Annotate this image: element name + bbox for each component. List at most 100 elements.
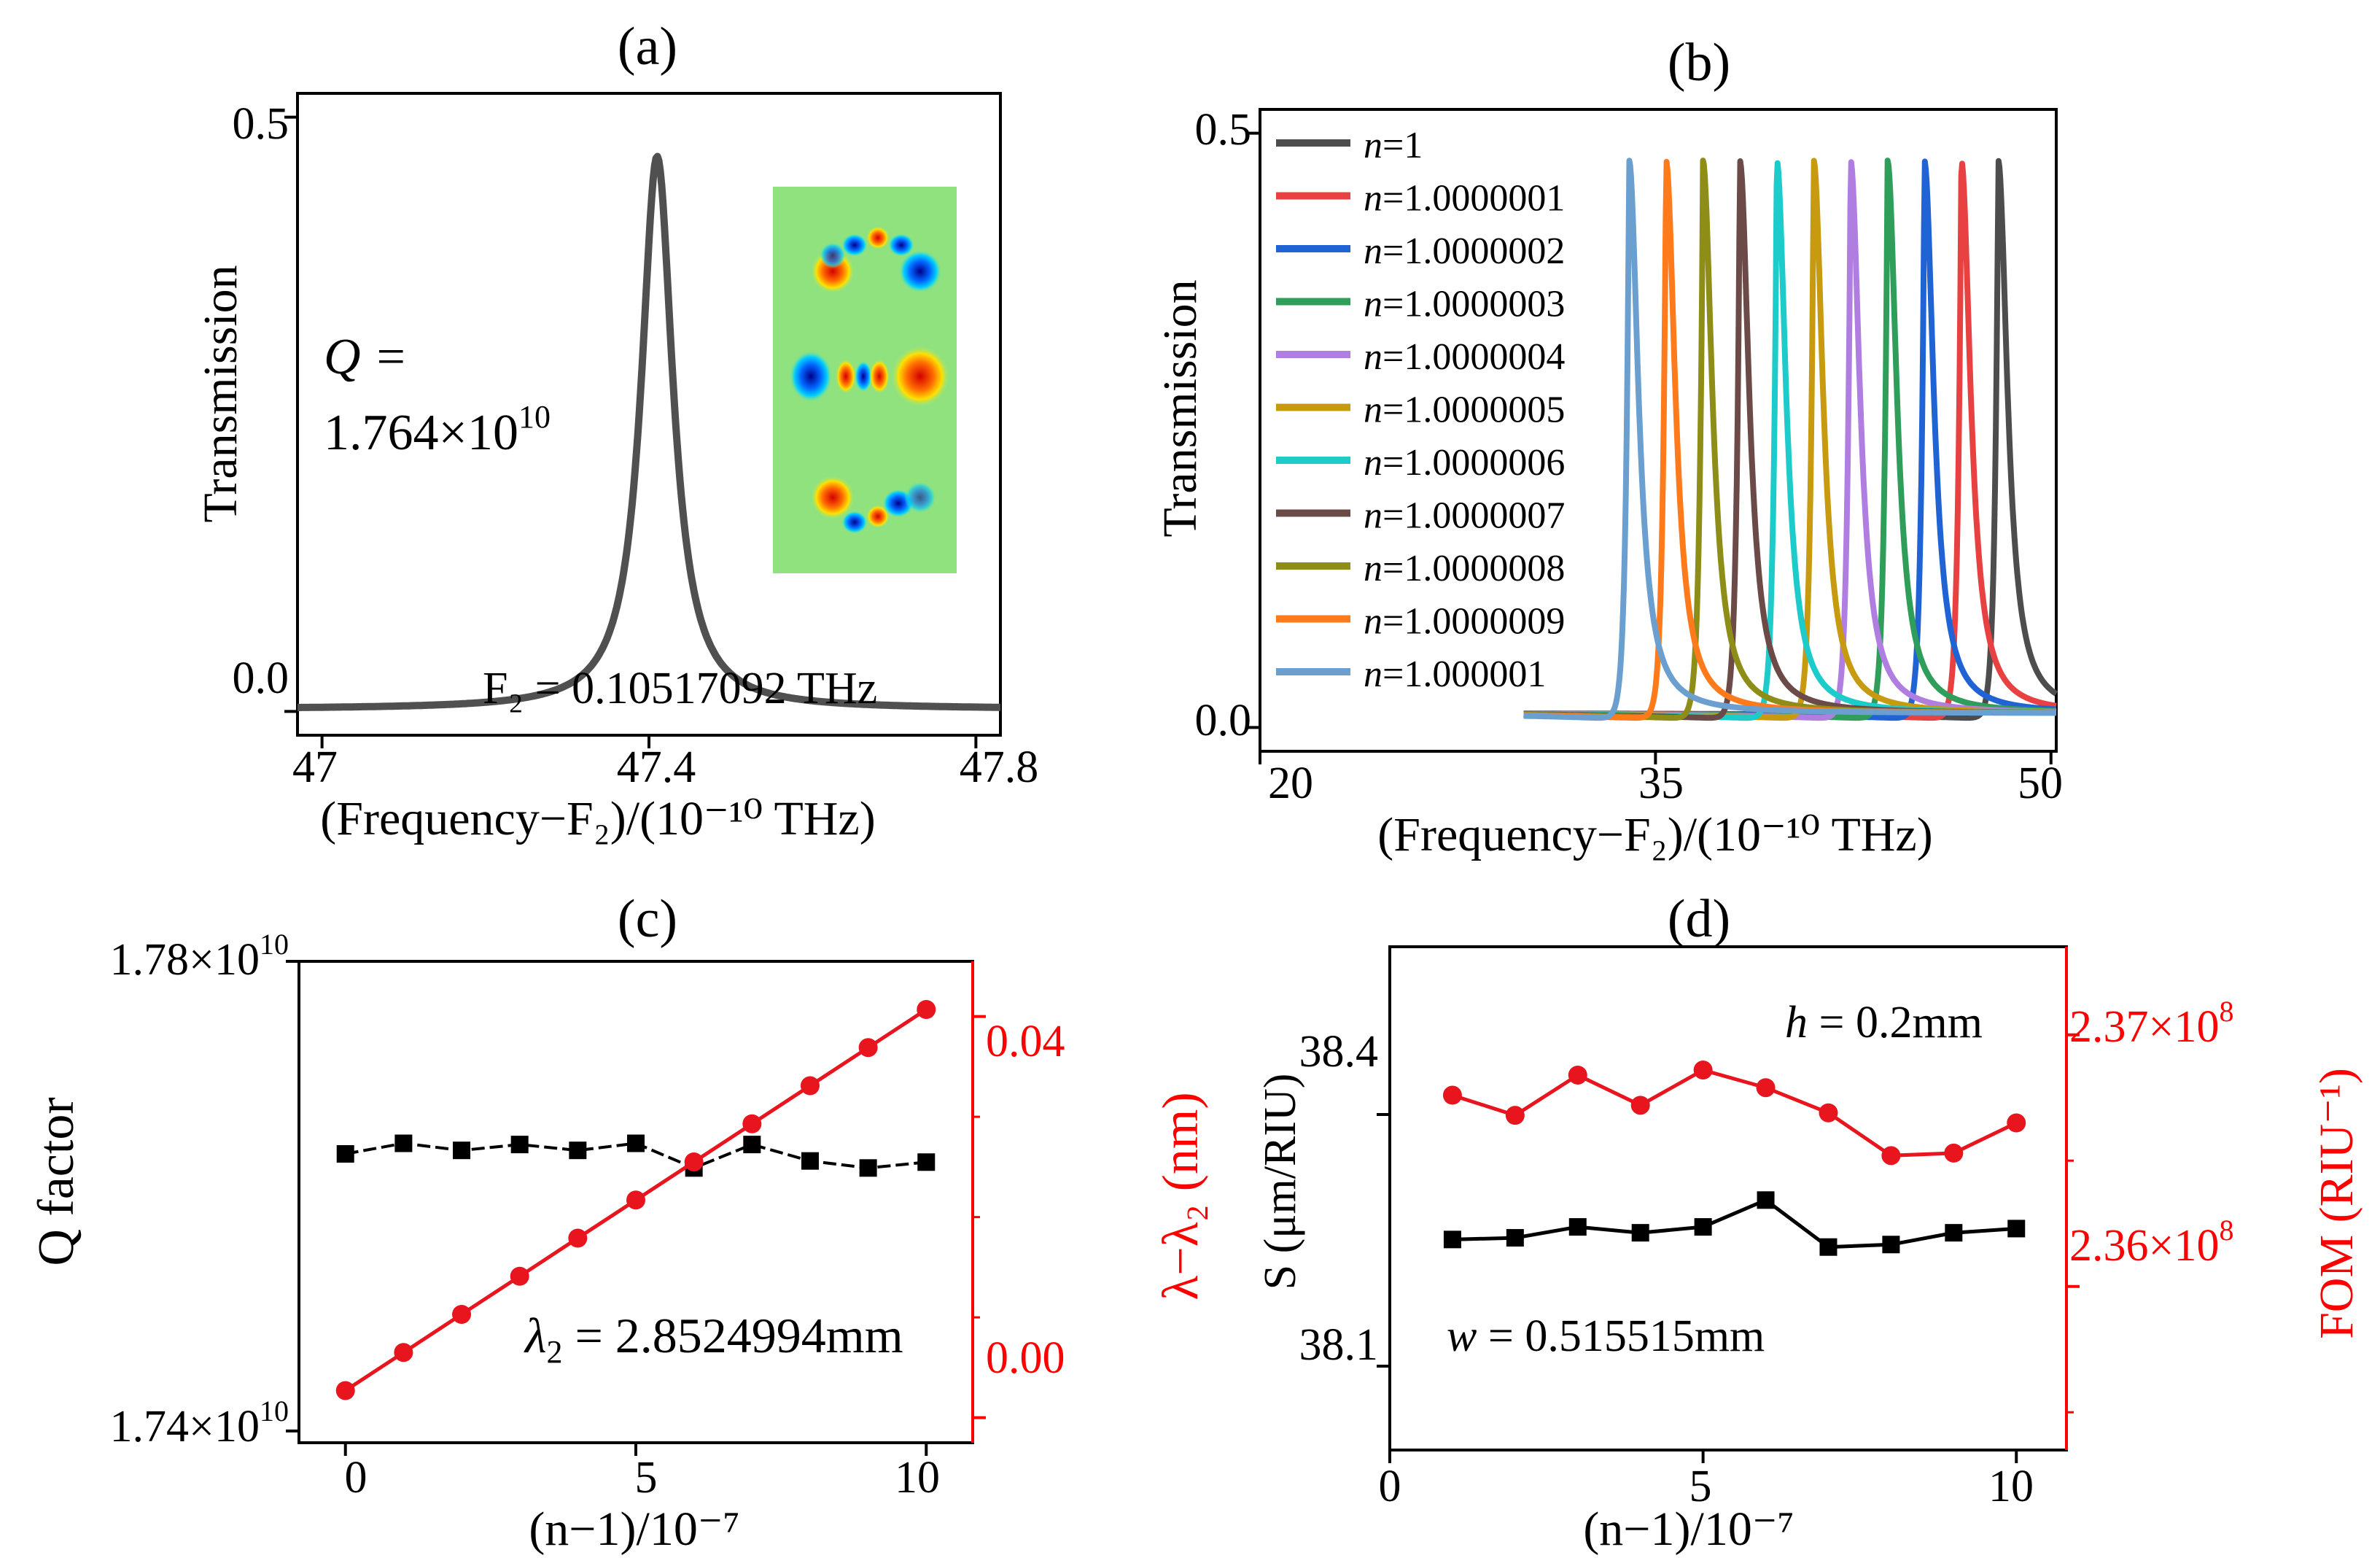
panel-d-point-fom — [1819, 1103, 1838, 1123]
panel-d-left-y-axis-label: S (μm/RIU) — [1256, 1074, 1305, 1290]
panel-b-legend-label: n=1.0000009 — [1364, 601, 1565, 643]
panel-a-ytick-label: 0.0 — [233, 654, 289, 703]
panel-b-frame — [1259, 108, 2058, 753]
panel-b-legend-label: n=1.0000001 — [1364, 178, 1565, 220]
panel-d-point-fom — [2007, 1113, 2026, 1133]
panel-c-point-lambda — [626, 1190, 645, 1210]
panel-c-point-q — [394, 1134, 413, 1152]
panel-b-ytick-label: 0.0 — [1195, 696, 1252, 745]
panel-b-series-line — [1521, 160, 2058, 721]
panel-d-point-fom — [1630, 1096, 1650, 1115]
panel-d-series-line — [1452, 1068, 2018, 1158]
panel-c-point-q — [859, 1159, 877, 1177]
panel-a-ticks — [284, 115, 978, 748]
panel-d-xtick-label: 10 — [1988, 1462, 2034, 1511]
panel-c-point-lambda — [452, 1305, 472, 1324]
panel-c-series-group — [335, 1000, 936, 1400]
panel-c-xtick-label: 10 — [895, 1453, 940, 1503]
panel-d-point-s — [1443, 1230, 1461, 1249]
panel-d-right-ytick-label: 2.36×108 — [2069, 1214, 2233, 1271]
panel-b-series-group — [1521, 158, 2058, 721]
panel-d-point-s — [2007, 1220, 2026, 1238]
panel-b-ticks — [1247, 131, 2053, 764]
panel-d-label: (d) — [1668, 889, 1730, 949]
panel-b-y-axis-label: Transmission — [1154, 279, 1207, 537]
panel-b-legend-label: n=1.0000005 — [1364, 389, 1565, 431]
panel-b-legend-label: n=1.0000006 — [1364, 442, 1565, 484]
panel-a-q-exponent: 10 — [518, 399, 551, 435]
panel-c-point-lambda — [684, 1152, 704, 1171]
panel-c-lambda-annotation: λ2 = 2.8524994mm — [524, 1308, 903, 1370]
panel-c-x-axis-label: (n−1)/10⁻⁷ — [529, 1503, 739, 1556]
panel-a-field-inset — [773, 187, 957, 573]
panel-a: (a) 47 47.4 47.8 0.0 0.5 (Frequency−F₂)/… — [194, 17, 1038, 845]
panel-c-point-q — [627, 1134, 645, 1152]
panel-c-right-ytick-label: 0.00 — [986, 1333, 1065, 1383]
panel-b-legend-label: n=1 — [1364, 125, 1423, 166]
panel-b-legend-label: n=1.0000004 — [1364, 336, 1565, 378]
panel-d-point-s — [1694, 1218, 1712, 1236]
panel-d-xtick-label: 0 — [1379, 1462, 1401, 1511]
panel-d-point-fom — [1944, 1143, 1964, 1163]
panel-c-ticks — [286, 960, 986, 1456]
panel-d-point-fom — [1442, 1085, 1462, 1105]
panel-d-x-axis-label: (n−1)/10⁻⁷ — [1583, 1503, 1794, 1556]
panel-d-point-s — [1631, 1224, 1649, 1242]
panel-b-x-axis-label: (Frequency−F₂)/(10⁻¹⁰ THz) — [1377, 808, 1932, 861]
panel-c-right-y-axis-label: λ−λ₂ (nm) — [1153, 1092, 1209, 1300]
panel-a-ytick-label: 0.5 — [233, 99, 289, 149]
panel-d-ticks — [1377, 1033, 2080, 1463]
panel-c-point-q — [743, 1136, 761, 1154]
panel-d-series-line — [1452, 1198, 2017, 1249]
panel-d-point-fom — [1693, 1061, 1713, 1080]
panel-d-point-fom — [1881, 1146, 1901, 1166]
panel-d-point-s — [1945, 1224, 1963, 1242]
panel-d-xtick-label: 5 — [1689, 1462, 1712, 1511]
panel-b-xtick-label: 50 — [2018, 759, 2063, 808]
panel-c-left-y-axis-label: Q factor — [28, 1097, 85, 1265]
panel-b-label: (b) — [1668, 33, 1730, 93]
panel-c-point-q — [569, 1141, 587, 1160]
panel-a-xtick-label: 47 — [292, 743, 338, 792]
panel-a-q-value: 1.764×1010 — [324, 399, 551, 461]
panel-c-point-lambda — [742, 1114, 762, 1133]
panel-d: (d) 0 5 10 38.1 38.4 2.36×108 2.37×108 (… — [1256, 889, 2363, 1556]
panel-d-right-y-axis-label: FOM (RIU⁻¹) — [2310, 1068, 2363, 1339]
panel-a-q-mantissa: 1.764×10 — [324, 405, 518, 461]
panel-d-point-s — [1757, 1191, 1775, 1209]
panel-c-point-lambda — [568, 1228, 588, 1248]
panel-c-point-lambda — [917, 1000, 936, 1019]
panel-c-point-lambda — [510, 1266, 529, 1286]
panel-b-ytick-label: 0.5 — [1195, 105, 1252, 155]
panel-a-x-axis-label: (Frequency−F₂)/(10⁻¹⁰ THz) — [320, 792, 875, 845]
panel-c-left-ytick-label: 1.78×1010 — [110, 928, 289, 985]
panel-b-legend-label: n=1.0000008 — [1364, 548, 1565, 589]
panel-d-w-annotation: w = 0.515515mm — [1447, 1311, 1765, 1361]
panel-b-legend-label: n=1.0000007 — [1364, 495, 1565, 537]
panel-c-point-q — [453, 1141, 471, 1160]
panel-c-xtick-label: 0 — [345, 1453, 368, 1503]
panel-c-point-lambda — [394, 1343, 413, 1363]
panel-d-point-fom — [1505, 1106, 1525, 1125]
panel-d-point-s — [1819, 1238, 1838, 1256]
panel-c-point-q — [801, 1152, 819, 1170]
panel-a-xtick-label: 47.4 — [617, 743, 696, 792]
panel-d-point-fom — [1568, 1065, 1587, 1085]
panel-b-legend-label: n=1.000001 — [1364, 654, 1546, 695]
panel-b: (b) 20 35 50 0.0 0.5 (Frequency−F₂)/(10⁻… — [1154, 33, 2063, 861]
panel-c-label: (c) — [618, 889, 677, 949]
panel-d-point-fom — [1756, 1078, 1776, 1098]
panel-d-left-ytick-label: 38.1 — [1299, 1320, 1379, 1370]
panel-c-left-ytick-label: 1.74×1010 — [110, 1395, 289, 1451]
panel-b-xtick-label: 20 — [1268, 759, 1313, 808]
panel-b-legend-label: n=1.0000002 — [1364, 230, 1565, 272]
panel-c-point-q — [336, 1145, 354, 1163]
panel-d-point-s — [1506, 1229, 1524, 1247]
panel-a-f2-annotation: F₂ = 0.10517092 THz — [483, 664, 877, 713]
panel-d-series-group — [1442, 1061, 2026, 1256]
panel-c: (c) 0 5 10 1.74×1010 1.78×1010 0.00 0.04… — [28, 889, 1209, 1556]
panel-c-point-q — [917, 1153, 936, 1171]
panel-d-left-ytick-label: 38.4 — [1299, 1027, 1379, 1077]
panel-c-right-ytick-label: 0.04 — [986, 1017, 1065, 1066]
